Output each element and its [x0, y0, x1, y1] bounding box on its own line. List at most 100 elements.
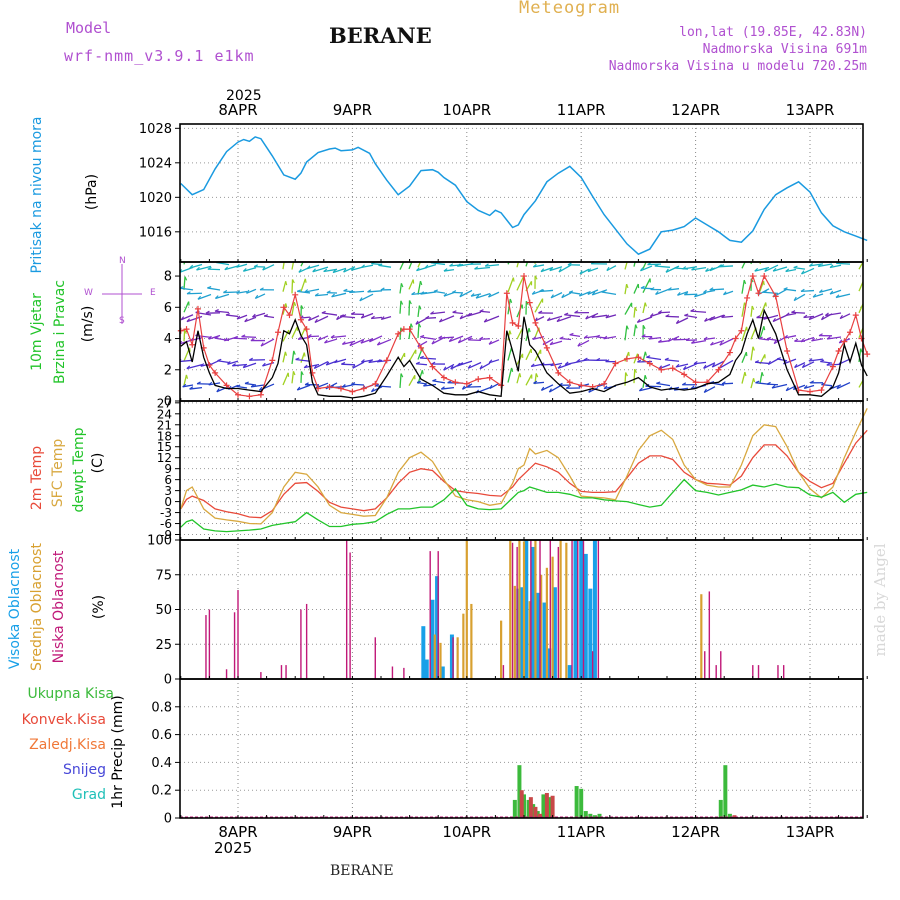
wind-arrow-head — [565, 385, 570, 389]
cloud-mid-bar — [439, 642, 442, 679]
wind-arrow-head — [673, 337, 678, 341]
wind-arrow-head — [360, 339, 364, 344]
wind-arrow — [197, 293, 212, 300]
y-tick-label: 1020 — [139, 191, 172, 206]
wind-arrow — [334, 358, 347, 364]
wind-arrow — [711, 360, 725, 368]
wind-arrow — [704, 316, 716, 322]
wind-arrow-head — [470, 293, 475, 297]
wind-arrow-head — [313, 364, 318, 369]
cloud-low-bar — [539, 540, 541, 679]
y-tick-label: 9 — [164, 462, 172, 476]
wind-arrow-head — [818, 333, 823, 337]
cloud-high-bar — [573, 540, 578, 679]
wind-arrow-head — [331, 293, 335, 298]
cloud-low-bar — [752, 665, 754, 679]
wind-arrow-head — [259, 287, 264, 291]
wind-arrow-head — [784, 334, 788, 339]
cloud-mid-bar — [433, 634, 436, 679]
wind-arrow-head — [443, 268, 448, 272]
wind-gust-marker — [315, 385, 322, 392]
wind-arrow — [532, 289, 545, 295]
wind-arrow — [640, 287, 653, 290]
wind-arrow-head — [538, 310, 543, 314]
cloud-low-bar — [225, 669, 228, 679]
wind-arrow-head — [717, 264, 722, 268]
precip-conv-bar — [550, 795, 555, 818]
wind-arrow-head — [761, 372, 764, 377]
y-tick-label: 0.6 — [151, 728, 172, 743]
wind-arrow-head — [637, 359, 642, 363]
wind-arrow — [207, 287, 221, 291]
wind-arrow-head — [242, 268, 247, 272]
y-tick-label: 24 — [157, 407, 172, 421]
wind-arrow — [691, 340, 707, 344]
wind-arrow-head — [307, 334, 312, 338]
wind-arrow-head — [752, 378, 756, 383]
wind-arrow-head — [304, 382, 309, 386]
wind-arrow — [183, 374, 188, 386]
wind-arrow — [252, 312, 266, 318]
wind-arrow-head — [296, 386, 301, 391]
cloud-low-bar — [530, 540, 532, 679]
wind-arrow-head — [298, 268, 302, 273]
wind-arrow-head — [323, 268, 328, 273]
wind-arrow-head — [710, 380, 715, 384]
wind-arrow — [540, 266, 554, 273]
wind-gust-marker — [212, 369, 219, 376]
wind-arrow — [182, 384, 194, 388]
wind-arrow-head — [839, 314, 843, 319]
wind-arrow — [633, 307, 636, 318]
wind-arrow — [227, 360, 239, 365]
wind-arrow-head — [223, 337, 228, 342]
wind-arrow — [369, 335, 383, 343]
wind-arrow — [313, 361, 329, 370]
cloud-high-bar — [421, 626, 426, 679]
wind-arrow — [291, 326, 298, 339]
wind-arrow-head — [532, 336, 537, 340]
precip-total-bar — [574, 786, 579, 818]
wind-gust-marker — [543, 344, 550, 351]
wind-arrow-head — [184, 276, 188, 281]
wind-arrow — [263, 315, 275, 319]
wind-arrow — [420, 336, 437, 340]
dewpoint-line — [180, 478, 868, 533]
wind-arrow — [703, 386, 716, 394]
wind-arrow-head — [564, 312, 569, 316]
wind-arrow-head — [296, 289, 302, 292]
wind-gust-marker — [749, 273, 756, 280]
precip-conv-bar — [544, 792, 549, 818]
wind-gust-marker — [744, 294, 751, 301]
wind-arrow — [741, 279, 745, 294]
cloud-mid-bar — [551, 556, 554, 679]
wind-arrow — [443, 291, 455, 297]
wind-arrow — [549, 384, 563, 393]
wind-arrow-head — [550, 362, 555, 367]
wind-arrow — [525, 374, 533, 386]
wind-gust-marker — [578, 382, 585, 389]
wind-arrow-head — [639, 267, 644, 272]
wind-gust-marker — [835, 348, 842, 355]
wind-arrow — [417, 323, 420, 338]
date-label-bottom: 8APR — [218, 823, 257, 841]
wind-arrow — [525, 262, 529, 267]
wind-arrow — [336, 314, 347, 321]
wind-arrow — [260, 338, 275, 347]
wind-arrow — [858, 302, 863, 314]
wind-arrow-head — [380, 287, 385, 291]
wind-arrow-head — [626, 325, 629, 330]
wind-arrow — [624, 302, 633, 315]
precip-conv-bar — [538, 813, 543, 818]
wind-arrow-head — [567, 262, 572, 266]
wind-arrow-head — [767, 360, 771, 365]
wind-arrow-head — [665, 314, 670, 317]
cloud-high-bar — [449, 634, 454, 679]
wind-arrow — [633, 283, 639, 294]
precip-total-bar — [522, 794, 526, 818]
wind-arrow — [677, 291, 689, 296]
wind-arrow-head — [773, 339, 777, 344]
wind-gust-marker — [732, 335, 739, 342]
wind-arrow-head — [638, 387, 643, 392]
wind-arrow — [467, 311, 482, 317]
precip-total-bar — [547, 797, 552, 818]
